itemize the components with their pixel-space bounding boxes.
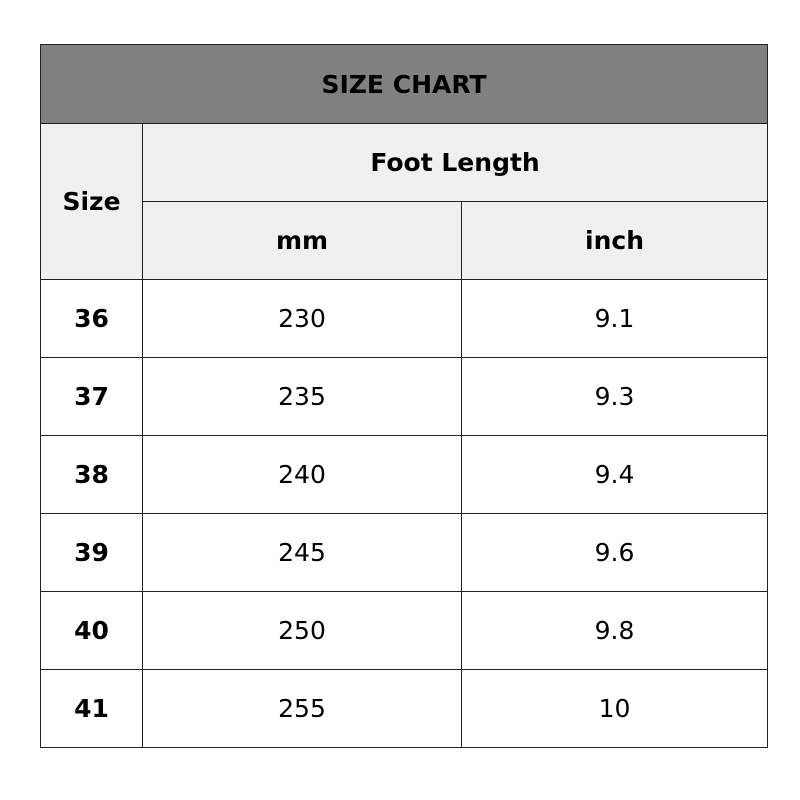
mm-header: mm (142, 201, 462, 280)
inch-cell: 9.3 (460, 357, 769, 436)
size-header: Size (40, 123, 143, 280)
inch-cell: 9.6 (460, 513, 769, 592)
size-cell: 37 (40, 357, 143, 436)
table-row: 37 235 9.3 (40, 357, 769, 436)
size-cell: 38 (40, 435, 143, 514)
table-row: 36 230 9.1 (40, 279, 769, 358)
inch-cell: 9.8 (460, 591, 769, 670)
table-row: 41 255 10 (40, 669, 769, 748)
foot-length-header: Foot Length (141, 123, 769, 202)
mm-cell: 235 (142, 357, 462, 436)
inch-cell: 10 (460, 669, 769, 748)
table-row: 38 240 9.4 (40, 435, 769, 514)
mm-cell: 240 (142, 435, 462, 514)
size-cell: 39 (40, 513, 143, 592)
size-cell: 36 (40, 279, 143, 358)
inch-cell: 9.4 (460, 435, 769, 514)
inch-cell: 9.1 (460, 279, 769, 358)
mm-cell: 255 (142, 669, 462, 748)
size-cell: 40 (40, 591, 143, 670)
size-chart-table: SIZE CHART Size Foot Length mm inch 36 23… (39, 44, 769, 748)
size-cell: 41 (40, 669, 143, 748)
table-row: 40 250 9.8 (40, 591, 769, 670)
table-row: 39 245 9.6 (40, 513, 769, 592)
table-title: SIZE CHART (39, 44, 769, 124)
mm-cell: 250 (142, 591, 462, 670)
mm-cell: 245 (142, 513, 462, 592)
mm-cell: 230 (142, 279, 462, 358)
inch-header: inch (460, 201, 769, 280)
